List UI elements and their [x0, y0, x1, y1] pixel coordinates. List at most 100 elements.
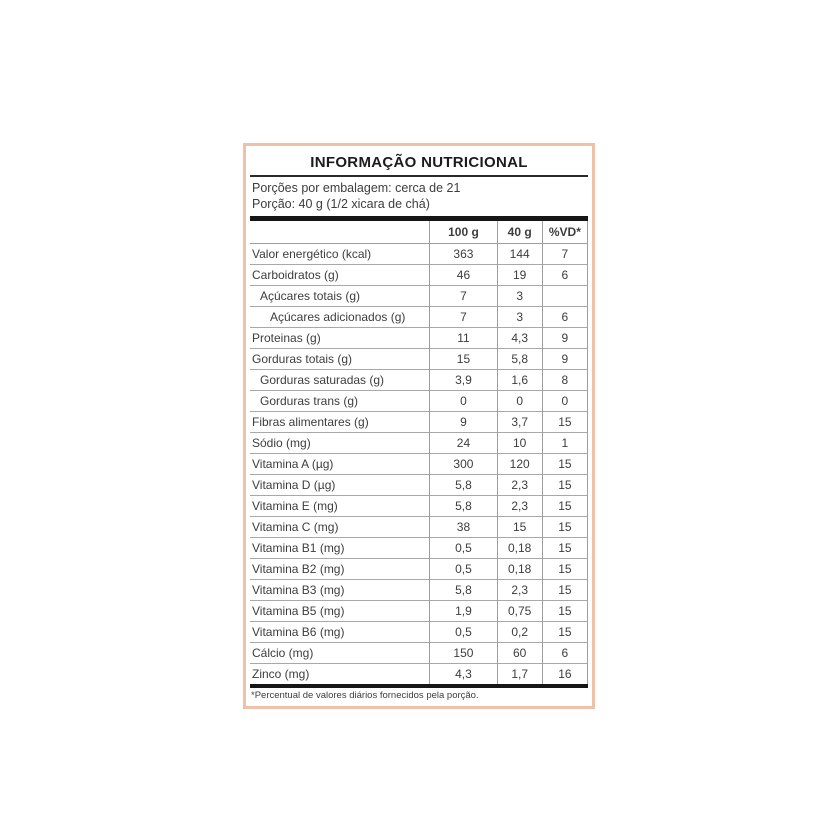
column-header-100g: 100 g: [429, 221, 498, 244]
value-100g: 7: [429, 285, 498, 307]
value-vd: 15: [541, 579, 589, 601]
value-100g: 0,5: [429, 621, 498, 643]
value-vd: 15: [541, 621, 589, 643]
value-vd: 6: [541, 306, 589, 328]
table-row: Vitamina C (mg) 38 15 15: [250, 516, 589, 538]
nutrition-table-body: Valor energético (kcal) 363 144 7 Carboidrat…: [250, 243, 589, 684]
value-40g: 120: [496, 453, 543, 475]
value-40g: 60: [496, 642, 543, 664]
nutrition-facts-panel: INFORMAÇÃO NUTRICIONAL Porções por embal…: [243, 143, 595, 709]
value-100g: 11: [429, 327, 498, 349]
nutrient-label: Carboidratos (g): [250, 264, 430, 286]
nutrient-label: Sódio (mg): [250, 432, 430, 454]
column-header-nutrient: [250, 221, 430, 244]
value-vd: 1: [541, 432, 589, 454]
value-40g: 2,3: [496, 474, 543, 496]
value-40g: 5,8: [496, 348, 543, 370]
nutrient-label: Zinco (mg): [250, 663, 430, 684]
nutrient-label: Vitamina B6 (mg): [250, 621, 430, 643]
header-divider-bar: [250, 216, 588, 221]
value-40g: 3: [496, 285, 543, 307]
value-40g: 0: [496, 390, 543, 412]
value-vd: 15: [541, 516, 589, 538]
value-40g: 3,7: [496, 411, 543, 433]
table-row: Vitamina A (µg) 300 120 15: [250, 453, 589, 475]
value-vd: 16: [541, 663, 589, 684]
value-vd: 15: [541, 474, 589, 496]
column-header-40g: 40 g: [496, 221, 543, 244]
nutrient-label: Vitamina B5 (mg): [250, 600, 430, 622]
value-100g: 150: [429, 642, 498, 664]
table-row: Vitamina D (µg) 5,8 2,3 15: [250, 474, 589, 496]
table-row: Açúcares totais (g) 7 3: [250, 285, 589, 307]
value-100g: 9: [429, 411, 498, 433]
table-row: Vitamina E (mg) 5,8 2,3 15: [250, 495, 589, 517]
value-100g: 0,5: [429, 537, 498, 559]
value-100g: 38: [429, 516, 498, 538]
table-row: Gorduras trans (g) 0 0 0: [250, 390, 589, 412]
value-vd: 7: [541, 243, 589, 265]
value-40g: 10: [496, 432, 543, 454]
value-100g: 3,9: [429, 369, 498, 391]
table-row: Sódio (mg) 24 10 1: [250, 432, 589, 454]
table-row: Gorduras totais (g) 15 5,8 9: [250, 348, 589, 370]
table-row: Gorduras saturadas (g) 3,9 1,6 8: [250, 369, 589, 391]
nutrient-label: Vitamina B2 (mg): [250, 558, 430, 580]
table-row: Vitamina B3 (mg) 5,8 2,3 15: [250, 579, 589, 601]
value-vd: 0: [541, 390, 589, 412]
value-40g: 1,7: [496, 663, 543, 684]
value-40g: 0,18: [496, 537, 543, 559]
value-40g: 19: [496, 264, 543, 286]
table-row: Proteinas (g) 11 4,3 9: [250, 327, 589, 349]
nutrient-label: Proteinas (g): [250, 327, 430, 349]
value-100g: 46: [429, 264, 498, 286]
table-row: Açúcares adicionados (g) 7 3 6: [250, 306, 589, 328]
value-vd: 9: [541, 327, 589, 349]
nutrient-label: Açúcares adicionados (g): [250, 306, 430, 328]
table-row: Zinco (mg) 4,3 1,7 16: [250, 663, 589, 684]
value-100g: 15: [429, 348, 498, 370]
value-vd: 8: [541, 369, 589, 391]
table-row: Carboidratos (g) 46 19 6: [250, 264, 589, 286]
value-40g: 4,3: [496, 327, 543, 349]
value-100g: 24: [429, 432, 498, 454]
table-row: Vitamina B2 (mg) 0,5 0,18 15: [250, 558, 589, 580]
nutrient-label: Gorduras saturadas (g): [250, 369, 430, 391]
table-row: Vitamina B6 (mg) 0,5 0,2 15: [250, 621, 589, 643]
value-40g: 0,18: [496, 558, 543, 580]
table-header-row: 100 g 40 g %VD*: [250, 221, 589, 244]
value-100g: 300: [429, 453, 498, 475]
servings-block: Porções por embalagem: cerca de 21 Porçã…: [250, 177, 588, 216]
nutrient-label: Fibras alimentares (g): [250, 411, 430, 433]
footer-divider-bar: [250, 684, 588, 688]
value-vd: 15: [541, 537, 589, 559]
value-100g: 5,8: [429, 495, 498, 517]
servings-per-package: Porções por embalagem: cerca de 21: [252, 181, 461, 195]
value-vd: 15: [541, 558, 589, 580]
serving-size: Porção: 40 g (1/2 xicara de chá): [252, 197, 430, 211]
value-vd: 15: [541, 495, 589, 517]
value-vd: 15: [541, 453, 589, 475]
nutrient-label: Açúcares totais (g): [250, 285, 430, 307]
nutrient-label: Vitamina E (mg): [250, 495, 430, 517]
value-40g: 3: [496, 306, 543, 328]
value-40g: 2,3: [496, 495, 543, 517]
nutrient-label: Vitamina D (µg): [250, 474, 430, 496]
value-40g: 0,2: [496, 621, 543, 643]
value-40g: 2,3: [496, 579, 543, 601]
value-vd: [541, 285, 589, 307]
table-row: Valor energético (kcal) 363 144 7: [250, 243, 589, 265]
value-vd: 6: [541, 264, 589, 286]
value-vd: 15: [541, 600, 589, 622]
value-40g: 144: [496, 243, 543, 265]
nutrient-label: Vitamina A (µg): [250, 453, 430, 475]
value-100g: 7: [429, 306, 498, 328]
value-100g: 363: [429, 243, 498, 265]
value-40g: 0,75: [496, 600, 543, 622]
nutrient-label: Gorduras trans (g): [250, 390, 430, 412]
value-100g: 0,5: [429, 558, 498, 580]
nutrient-label: Valor energético (kcal): [252, 247, 372, 261]
value-40g: 1,6: [496, 369, 543, 391]
value-40g: 15: [496, 516, 543, 538]
